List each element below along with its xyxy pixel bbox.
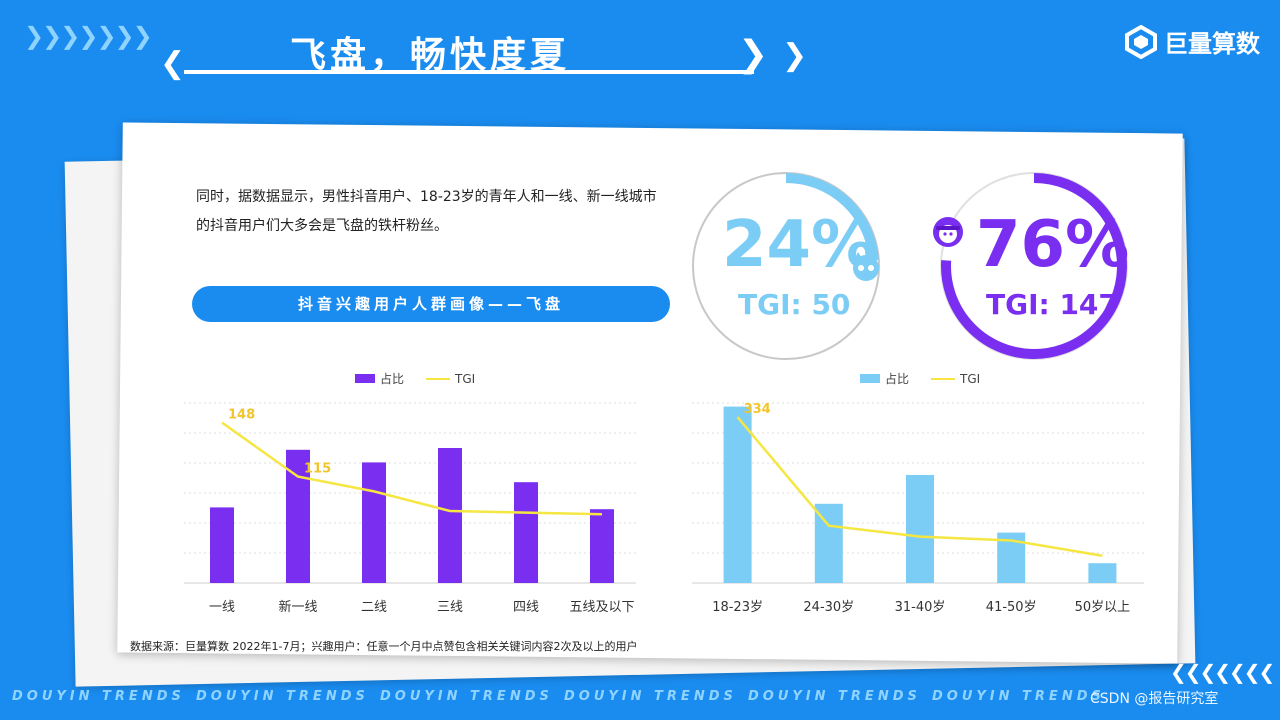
- age-chart: 334 18-23岁 24-30岁 31-40岁 41-50岁 50岁以上: [692, 402, 1144, 615]
- female-percent: 76%: [976, 208, 1130, 282]
- bar-0: [210, 507, 234, 583]
- bar-1: [814, 503, 843, 583]
- tgi-line: [736, 416, 1103, 557]
- section-title-pill: 抖音兴趣用户人群画像——飞盘: [192, 286, 670, 322]
- legend-swatch-bar: [355, 374, 375, 383]
- male-tgi: TGI: 50: [738, 288, 851, 321]
- chart1-legend: 占比 TGI: [355, 370, 489, 387]
- bar-5: [590, 509, 614, 583]
- category-label-2: 31-40岁: [895, 600, 946, 615]
- legend-label-share: 占比: [380, 372, 405, 386]
- intro-paragraph: 同时，据数据显示，男性抖音用户、18-23岁的青年人和一线、新一线城市的抖音用户…: [196, 189, 657, 234]
- decorative-chevrons-left: ❯❯❯❯❯❯❯: [24, 22, 153, 50]
- title-underline: [184, 70, 754, 74]
- city-tier-chart: 148 115 一线 新一线 二线 三线 四线 五线及以下: [184, 402, 636, 615]
- footer-trend-2: DOUYIN TRENDS: [196, 689, 369, 704]
- category-label-4: 四线: [513, 600, 539, 615]
- tgi-line: [221, 421, 603, 516]
- logo-mark-icon: [1125, 24, 1157, 59]
- female-ring: [940, 172, 1128, 360]
- category-label-4: 50岁以上: [1075, 600, 1131, 615]
- legend-swatch-bar: [860, 374, 880, 383]
- category-label-1: 24-30岁: [803, 600, 854, 615]
- bar-0: [723, 406, 752, 583]
- logo-text: 巨量算数: [1164, 30, 1260, 58]
- category-label-0: 一线: [209, 600, 235, 615]
- title-bracket-left-icon: ❮: [160, 46, 186, 81]
- category-label-3: 三线: [437, 600, 463, 615]
- footer-trend-1: DOUYIN TRENDS: [12, 689, 185, 704]
- legend-label-share: 占比: [885, 372, 910, 386]
- watermark: CSDN @报告研究室: [1090, 691, 1219, 707]
- category-label-5: 五线及以下: [569, 600, 634, 615]
- chart2-legend: 占比 TGI: [860, 370, 994, 387]
- title-bracket-right-icon-2: ❯: [782, 38, 808, 73]
- legend-label-tgi: TGI: [960, 371, 981, 386]
- title-banner: ❮ 飞盘，畅快度夏 ❯ ❯: [160, 20, 810, 81]
- legend-swatch-line: [426, 377, 451, 380]
- bar-2: [906, 475, 934, 583]
- bar-2: [362, 462, 386, 583]
- tgi-data-label-0: 148: [228, 408, 255, 423]
- female-user-icon: [933, 217, 963, 247]
- tgi-data-label-1: 115: [304, 462, 331, 477]
- title-bracket-right-icon: ❯: [738, 34, 769, 75]
- footer-trend-6: DOUYIN TRENDS: [932, 689, 1105, 704]
- category-label-0: 18-23岁: [712, 600, 763, 615]
- page-title: 飞盘，畅快度夏: [290, 35, 571, 76]
- legend-label-tgi: TGI: [455, 371, 476, 386]
- bar-3: [438, 448, 462, 583]
- category-label-2: 二线: [361, 600, 387, 615]
- bar-4: [514, 482, 538, 583]
- decorative-chevrons-right: ❮❮❮❮❮❮❮: [1170, 660, 1275, 684]
- data-source-footnote: 数据来源：巨量算数 2022年1-7月；兴趣用户：任意一个月中点赞包含相关关键词…: [130, 640, 638, 653]
- male-ring: [692, 172, 880, 360]
- male-user-icon: [853, 252, 879, 281]
- legend-swatch-line: [931, 377, 956, 380]
- female-tgi: TGI: 147: [986, 288, 1118, 321]
- category-label-1: 新一线: [278, 599, 317, 615]
- category-label-3: 41-50岁: [986, 600, 1037, 615]
- footer-trend-4: DOUYIN TRENDS: [564, 689, 737, 704]
- brand-logo: 巨量算数: [1124, 24, 1260, 59]
- footer-trend-3: DOUYIN TRENDS: [380, 689, 553, 704]
- footer-trend-5: DOUYIN TRENDS: [748, 689, 921, 704]
- bar-4: [1088, 563, 1117, 583]
- tgi-data-label-0: 334: [744, 402, 771, 417]
- male-percent: 24%: [722, 208, 876, 282]
